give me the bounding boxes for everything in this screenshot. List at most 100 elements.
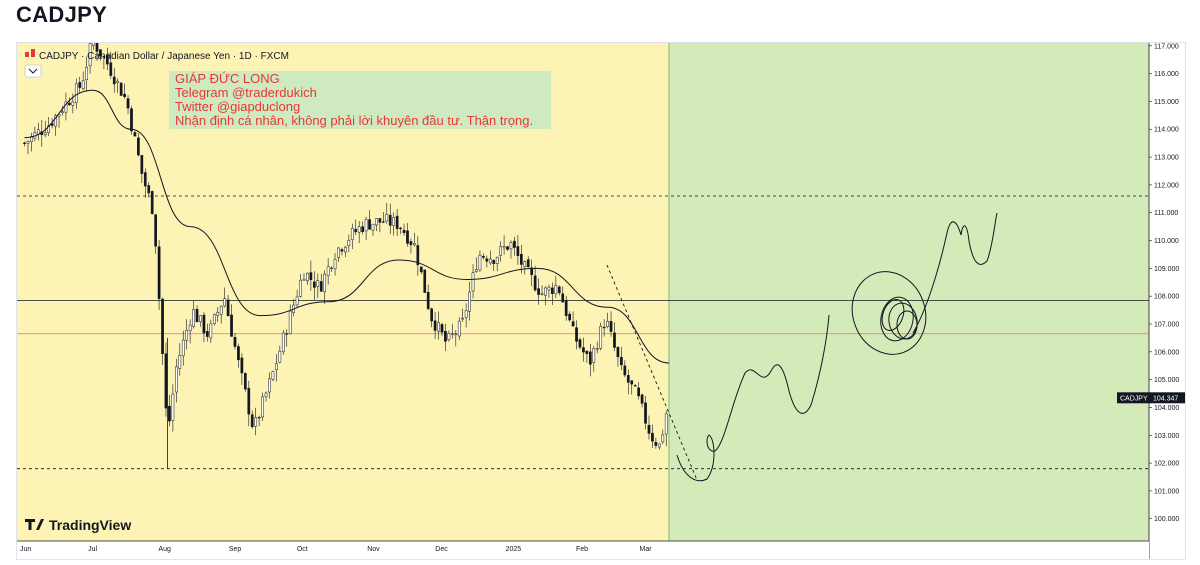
candle-body — [450, 333, 454, 335]
candle-body — [385, 214, 389, 222]
candle-body — [254, 417, 258, 427]
candle-body — [640, 394, 644, 404]
candle-body — [323, 273, 327, 293]
candle-body — [523, 261, 527, 267]
x-tick-label: 2025 — [506, 546, 522, 553]
candle-body — [102, 56, 106, 58]
candle-body — [312, 281, 316, 288]
candle-body — [392, 217, 396, 226]
time-scale[interactable] — [17, 541, 1149, 559]
candle-body — [554, 285, 558, 294]
candle-body — [123, 93, 126, 97]
page-title: CADJPY — [16, 2, 108, 27]
candle-body — [516, 246, 520, 256]
candle-body — [133, 132, 137, 137]
annotation-line-2: Telegram @traderdukich — [175, 85, 317, 100]
candle-body — [143, 172, 147, 187]
candle-body — [192, 309, 195, 327]
candle-body — [185, 330, 189, 341]
candle-body — [161, 298, 164, 354]
candle-body — [585, 350, 589, 354]
moving-average-line — [24, 89, 670, 364]
candle-body — [26, 141, 30, 144]
annotation-line-4: Nhận định cá nhân, không phải lời khuyên… — [175, 113, 533, 128]
candle-body — [461, 317, 465, 320]
candle-body — [264, 392, 268, 397]
candle-body — [78, 82, 82, 88]
candle-body — [302, 278, 306, 281]
annotation-line-3: Twitter @giapduclong — [175, 99, 300, 114]
candle-body — [371, 223, 375, 231]
candle-body — [426, 292, 430, 309]
candle-body — [357, 226, 361, 233]
tradingview-logo: TradingView — [25, 517, 131, 533]
candle-body — [644, 402, 647, 424]
candle-body — [174, 366, 178, 393]
candle-body — [126, 98, 130, 109]
candle-body — [433, 320, 437, 331]
forecast-loops — [851, 271, 927, 355]
candle-body — [537, 288, 540, 295]
candle-body — [620, 356, 623, 366]
price-scale[interactable] — [1149, 43, 1185, 541]
candle-body — [206, 331, 209, 337]
chart-header[interactable]: CADJPY · Canadian Dollar / Japanese Yen … — [24, 49, 289, 78]
collapse-button[interactable] — [24, 64, 42, 78]
candle-body — [268, 378, 271, 393]
y-tick-label: 112.000 — [1154, 182, 1179, 189]
candle-body — [350, 227, 354, 240]
chart-svg[interactable]: 117.000 116.000 115.000 114.000 113.000 112.0… — [17, 43, 1185, 559]
candle-body — [216, 312, 220, 316]
candle-body — [157, 246, 161, 299]
candle-body — [257, 416, 261, 419]
candle-body — [664, 413, 668, 435]
y-tick-label: 110.000 — [1154, 238, 1179, 245]
candle-body — [440, 324, 444, 333]
annotation-box[interactable] — [169, 71, 551, 129]
candle-body — [651, 432, 654, 442]
candle-body — [81, 80, 85, 89]
candle-body — [316, 280, 320, 287]
annotation-line-1: GIÁP ĐỨC LONG — [175, 71, 280, 86]
candle-body — [482, 255, 485, 258]
candle-body — [447, 333, 451, 340]
candle-body — [544, 287, 547, 296]
candle-body — [557, 286, 561, 294]
tradingview-logo-icon — [25, 519, 44, 530]
candle-body — [54, 115, 57, 127]
candle-body — [344, 246, 347, 253]
candle-body — [333, 259, 337, 270]
candle-body — [199, 315, 202, 323]
candle-body — [230, 314, 233, 337]
candle-body — [140, 155, 144, 174]
candle-body — [606, 321, 609, 327]
candle-body — [354, 228, 358, 233]
candle-body — [368, 219, 371, 230]
candle-body — [109, 62, 113, 76]
candle-body — [95, 43, 99, 52]
candle-body — [295, 296, 299, 306]
price-tag: CADJPY 104.347 — [1117, 392, 1185, 404]
chart-panel[interactable]: 117.000 116.000 115.000 114.000 113.000 112.0… — [16, 42, 1186, 560]
candle-body — [499, 246, 502, 256]
candle-body — [50, 123, 54, 126]
candle-body — [378, 218, 382, 223]
forecast-zone — [669, 43, 1149, 541]
y-tick-label: 108.000 — [1154, 294, 1179, 301]
candle-body — [202, 314, 206, 334]
candle-body — [502, 246, 506, 249]
candle-body — [195, 309, 199, 323]
candle-body — [150, 191, 154, 215]
forecast-drawing-right — [912, 212, 998, 334]
candle-body — [633, 385, 637, 387]
candle-body — [475, 269, 478, 272]
candle-body — [561, 293, 565, 303]
candle-body — [533, 275, 537, 291]
y-tick-label: 117.000 — [1154, 43, 1179, 50]
price-tag-value-bg — [1149, 392, 1185, 404]
candle-body — [464, 310, 468, 318]
candle-body — [457, 320, 461, 337]
candle-body — [299, 279, 302, 297]
y-tick-label: 114.000 — [1154, 127, 1179, 134]
candle-body — [568, 313, 571, 321]
